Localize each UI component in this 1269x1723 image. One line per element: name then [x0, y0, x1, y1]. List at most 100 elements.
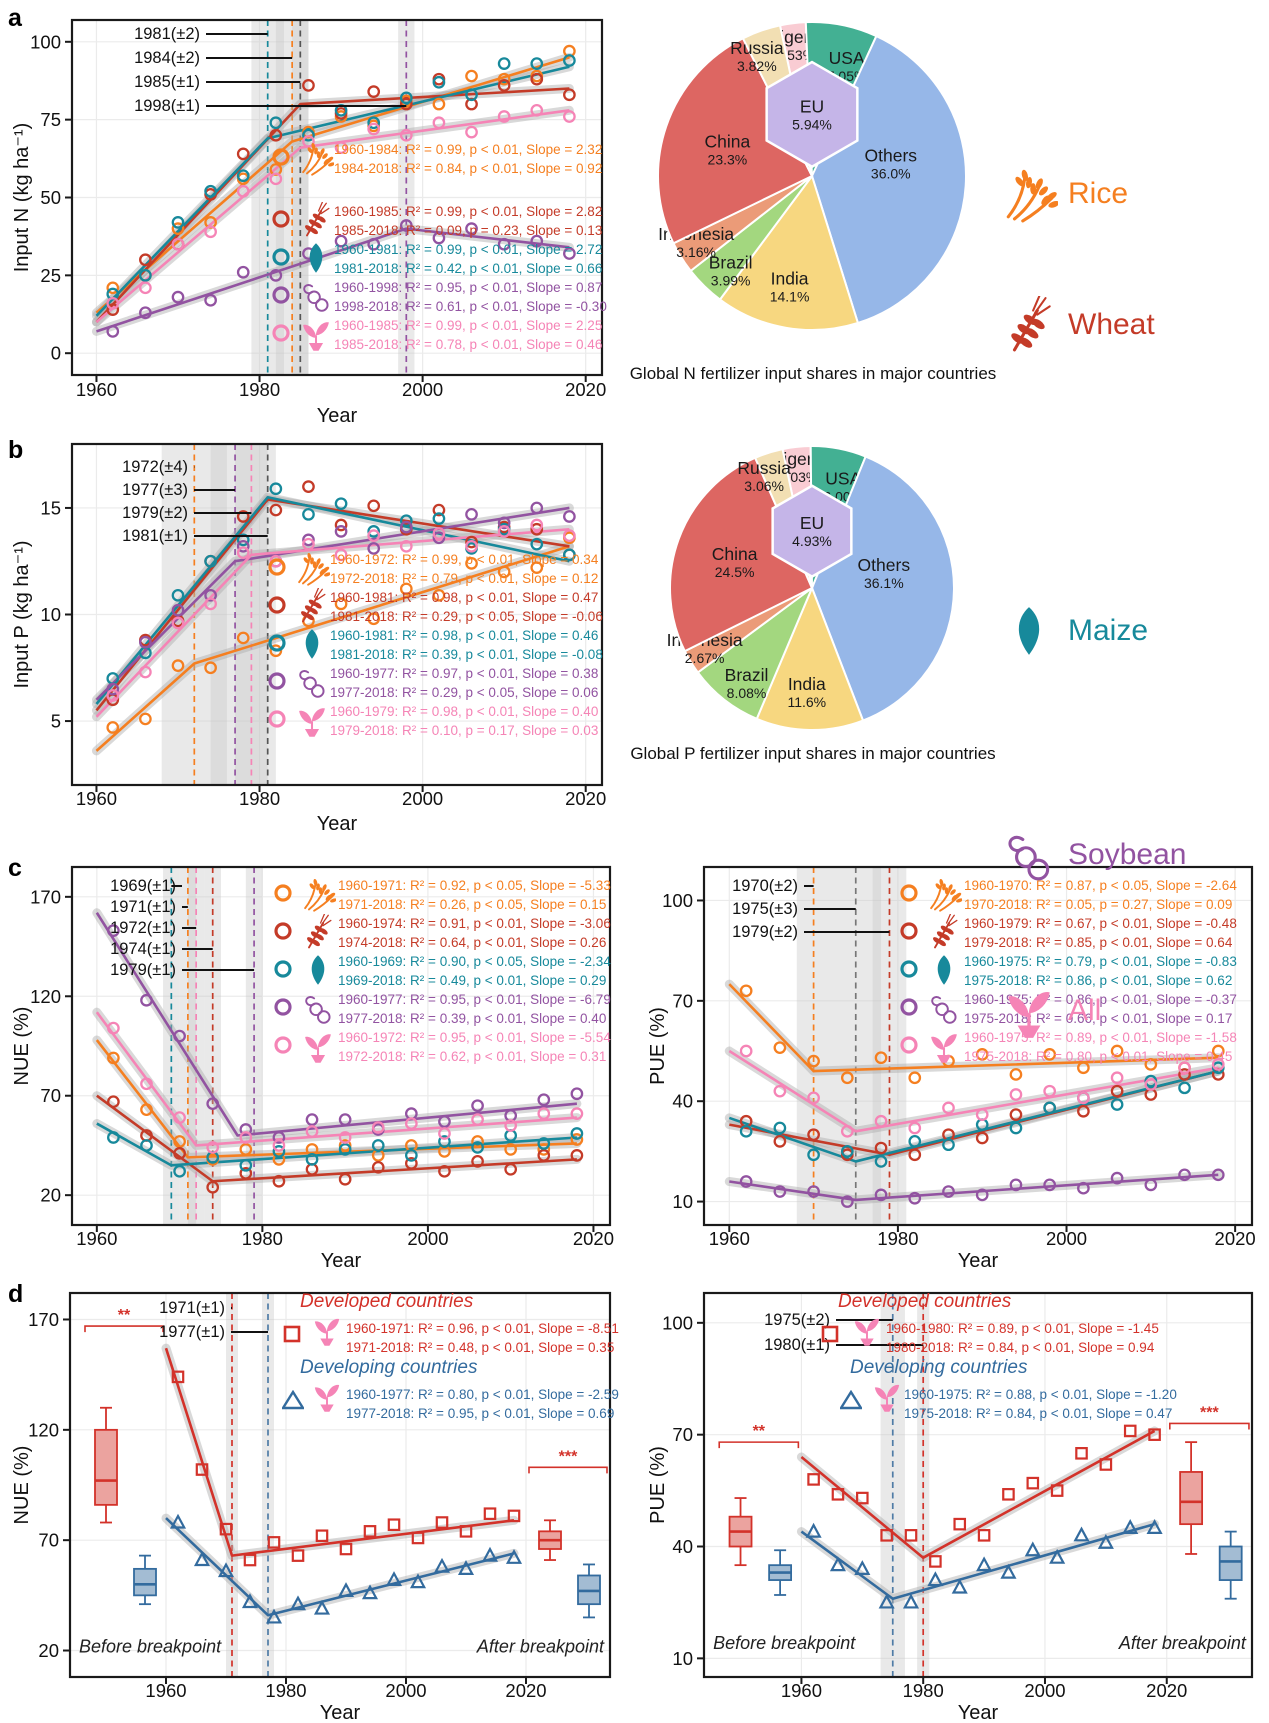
data-point	[371, 1160, 385, 1174]
panel-label-a: a	[8, 4, 22, 32]
data-point	[173, 1111, 186, 1124]
legend-marker-maize	[270, 246, 292, 268]
data-point	[1043, 1101, 1057, 1115]
pie-label-name: USA	[825, 469, 861, 489]
legend-marker-soybean	[272, 996, 294, 1018]
data-point	[854, 1560, 871, 1575]
n-fertilizer-pie-chart: Nigeria 2.53% USA 7.05% Others 36.0% India 14.1…	[620, 10, 1005, 370]
crop-legend-item-wheat: Wheat	[1000, 294, 1155, 354]
soybean-icon	[1000, 826, 1058, 884]
data-point	[265, 1608, 283, 1624]
data-point	[371, 1139, 385, 1152]
all-crops-icon	[870, 1379, 904, 1413]
data-point	[739, 984, 753, 998]
data-point	[171, 603, 185, 617]
trend-line	[728, 1049, 1219, 1133]
legend-stats-all: 1960-1972: R² = 0.95, p < 0.01, Slope = …	[338, 1030, 611, 1064]
trend-line	[800, 1429, 1156, 1559]
pie-slice-china	[669, 456, 814, 653]
data-point	[497, 237, 511, 251]
legend-marker-rice	[266, 556, 288, 578]
all-icon	[300, 1028, 336, 1064]
legend-header-developing: Developing countries	[300, 1357, 478, 1378]
data-point	[1002, 1488, 1015, 1501]
nue-plot: 1969(±1) 1971(±1) 1972(±1) 1974(±1) 1979(±1)…	[11, 865, 614, 1272]
breakpoint-annotation: 1972(±1)	[110, 919, 176, 937]
data-point	[465, 222, 478, 235]
data-point	[106, 325, 120, 338]
y-tick-label: 40	[672, 1091, 693, 1112]
data-point	[1043, 1178, 1057, 1192]
data-point	[432, 512, 446, 525]
x-tick-label: 1980	[242, 1228, 283, 1249]
data-point	[140, 993, 153, 1007]
data-point	[204, 597, 217, 611]
breakpoint-annotation: 1977(±1)	[159, 1323, 225, 1341]
data-point	[313, 1599, 331, 1615]
data-point	[1077, 1104, 1090, 1118]
data-point	[773, 1135, 787, 1148]
maize-icon	[1018, 607, 1040, 655]
data-point	[438, 1115, 451, 1128]
data-point	[367, 237, 381, 251]
data-point	[537, 1107, 551, 1120]
breakpoint-annotation: 1985(±1)	[134, 73, 200, 91]
trend-line	[165, 1517, 515, 1617]
data-point	[1024, 1541, 1041, 1557]
maize-icon	[937, 955, 951, 985]
data-point	[807, 1473, 820, 1486]
data-point	[739, 1044, 753, 1058]
data-point	[438, 1127, 451, 1140]
data-point	[409, 1573, 427, 1589]
data-point	[904, 1529, 918, 1542]
trend-line	[95, 56, 570, 314]
all-icon	[314, 1318, 340, 1346]
data-point	[239, 1131, 253, 1144]
data-point	[204, 554, 217, 568]
data-point	[139, 306, 152, 320]
y-tick-label: 170	[28, 1309, 59, 1330]
data-point	[465, 69, 478, 83]
all-icon	[926, 1028, 962, 1064]
data-point	[243, 1553, 257, 1567]
soybean-icon	[305, 996, 331, 1024]
maize-icon	[309, 243, 323, 273]
legend-stats-maize: 1960-1969: R² = 0.90, p < 0.05, Slope = …	[338, 954, 611, 988]
data-point	[773, 1121, 787, 1135]
data-point	[1043, 1048, 1057, 1061]
data-point	[902, 1593, 920, 1609]
breakpoint-annotation: 1984(±2)	[134, 49, 200, 67]
data-point	[367, 85, 381, 98]
y-tick-label: 70	[672, 990, 693, 1011]
data-point	[537, 1093, 551, 1107]
data-point	[339, 1542, 353, 1556]
data-point	[315, 1529, 329, 1543]
rice-icon	[298, 140, 335, 176]
crop-legend-item-maize: Maize	[1000, 602, 1148, 660]
data-point	[241, 1593, 259, 1609]
y-tick-label: 75	[40, 109, 61, 130]
data-point	[497, 72, 511, 86]
data-point	[334, 141, 348, 155]
rice-icon	[298, 552, 331, 586]
data-point	[236, 631, 250, 645]
data-point	[399, 91, 413, 105]
corner-note: Before breakpoint	[79, 1637, 222, 1657]
legend-marker-all	[272, 1034, 294, 1056]
wheat-icon	[298, 201, 334, 238]
data-point	[367, 542, 381, 555]
data-point	[193, 1551, 211, 1567]
x-tick-label: 1980	[239, 788, 280, 809]
crop-legend-label-all: All	[1068, 994, 1102, 1027]
x-tick-label: 1960	[145, 1680, 186, 1701]
data-point	[107, 1021, 120, 1035]
data-point	[171, 1370, 185, 1384]
data-point	[334, 518, 348, 532]
data-point	[1000, 1563, 1017, 1579]
data-point	[302, 533, 315, 547]
data-point	[504, 1162, 518, 1176]
data-point	[219, 1522, 233, 1536]
legend-stats-rice: 1960-1984: R² = 0.99, p < 0.01, Slope = …	[334, 142, 603, 176]
data-point	[1099, 1458, 1113, 1471]
